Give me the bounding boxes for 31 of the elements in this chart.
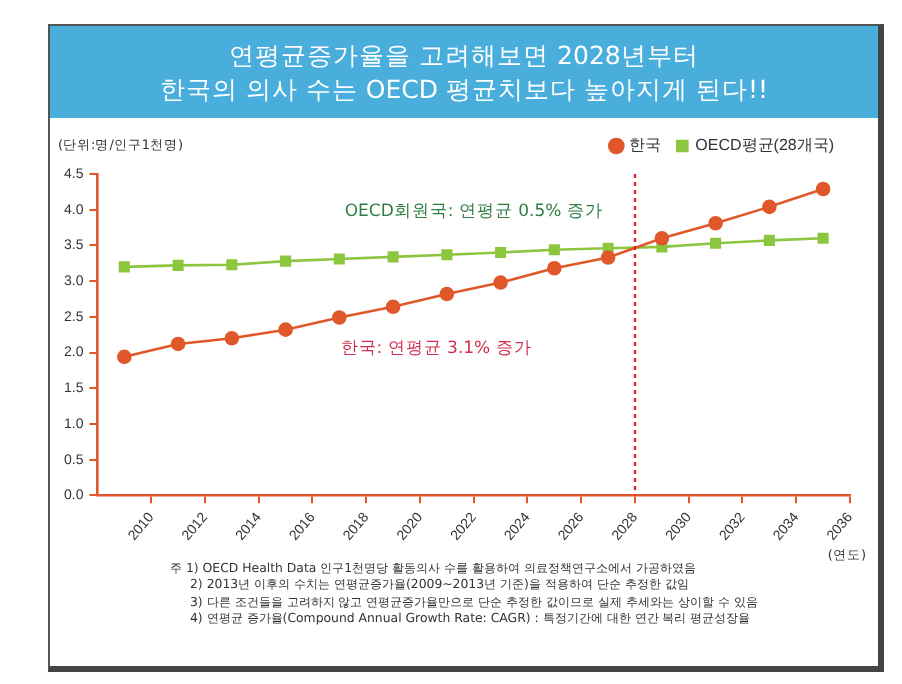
point [333,253,345,265]
point [763,234,775,246]
point [654,230,670,246]
point [117,349,132,365]
point [495,247,507,259]
point [439,286,455,302]
point [600,250,616,265]
point [170,336,186,352]
annotation: 한국: 연평균 3.1% 증가 [340,339,532,360]
point [280,255,292,267]
point [708,215,723,231]
point [332,310,347,325]
legend-label: OECD평균(28개국) [695,136,835,155]
point [278,322,293,337]
point [226,259,238,271]
point [118,261,130,273]
point [224,330,240,346]
point [710,237,722,249]
point [441,249,453,261]
point [493,275,508,290]
point [387,251,399,263]
point [172,259,184,271]
annotation: OECD회원국: 연평균 0.5% 증가 [344,202,603,223]
chart-title: 연평균증가율을 고려해보면 2028년부터 한국의 의사 수는 OECD 평균치보다 높아지게 된다!! [50,26,878,118]
point [547,260,562,276]
point [548,244,560,256]
point [815,181,831,197]
point [817,232,829,244]
point [385,299,401,315]
legend-label: 한국 [629,136,662,155]
point [762,199,777,215]
